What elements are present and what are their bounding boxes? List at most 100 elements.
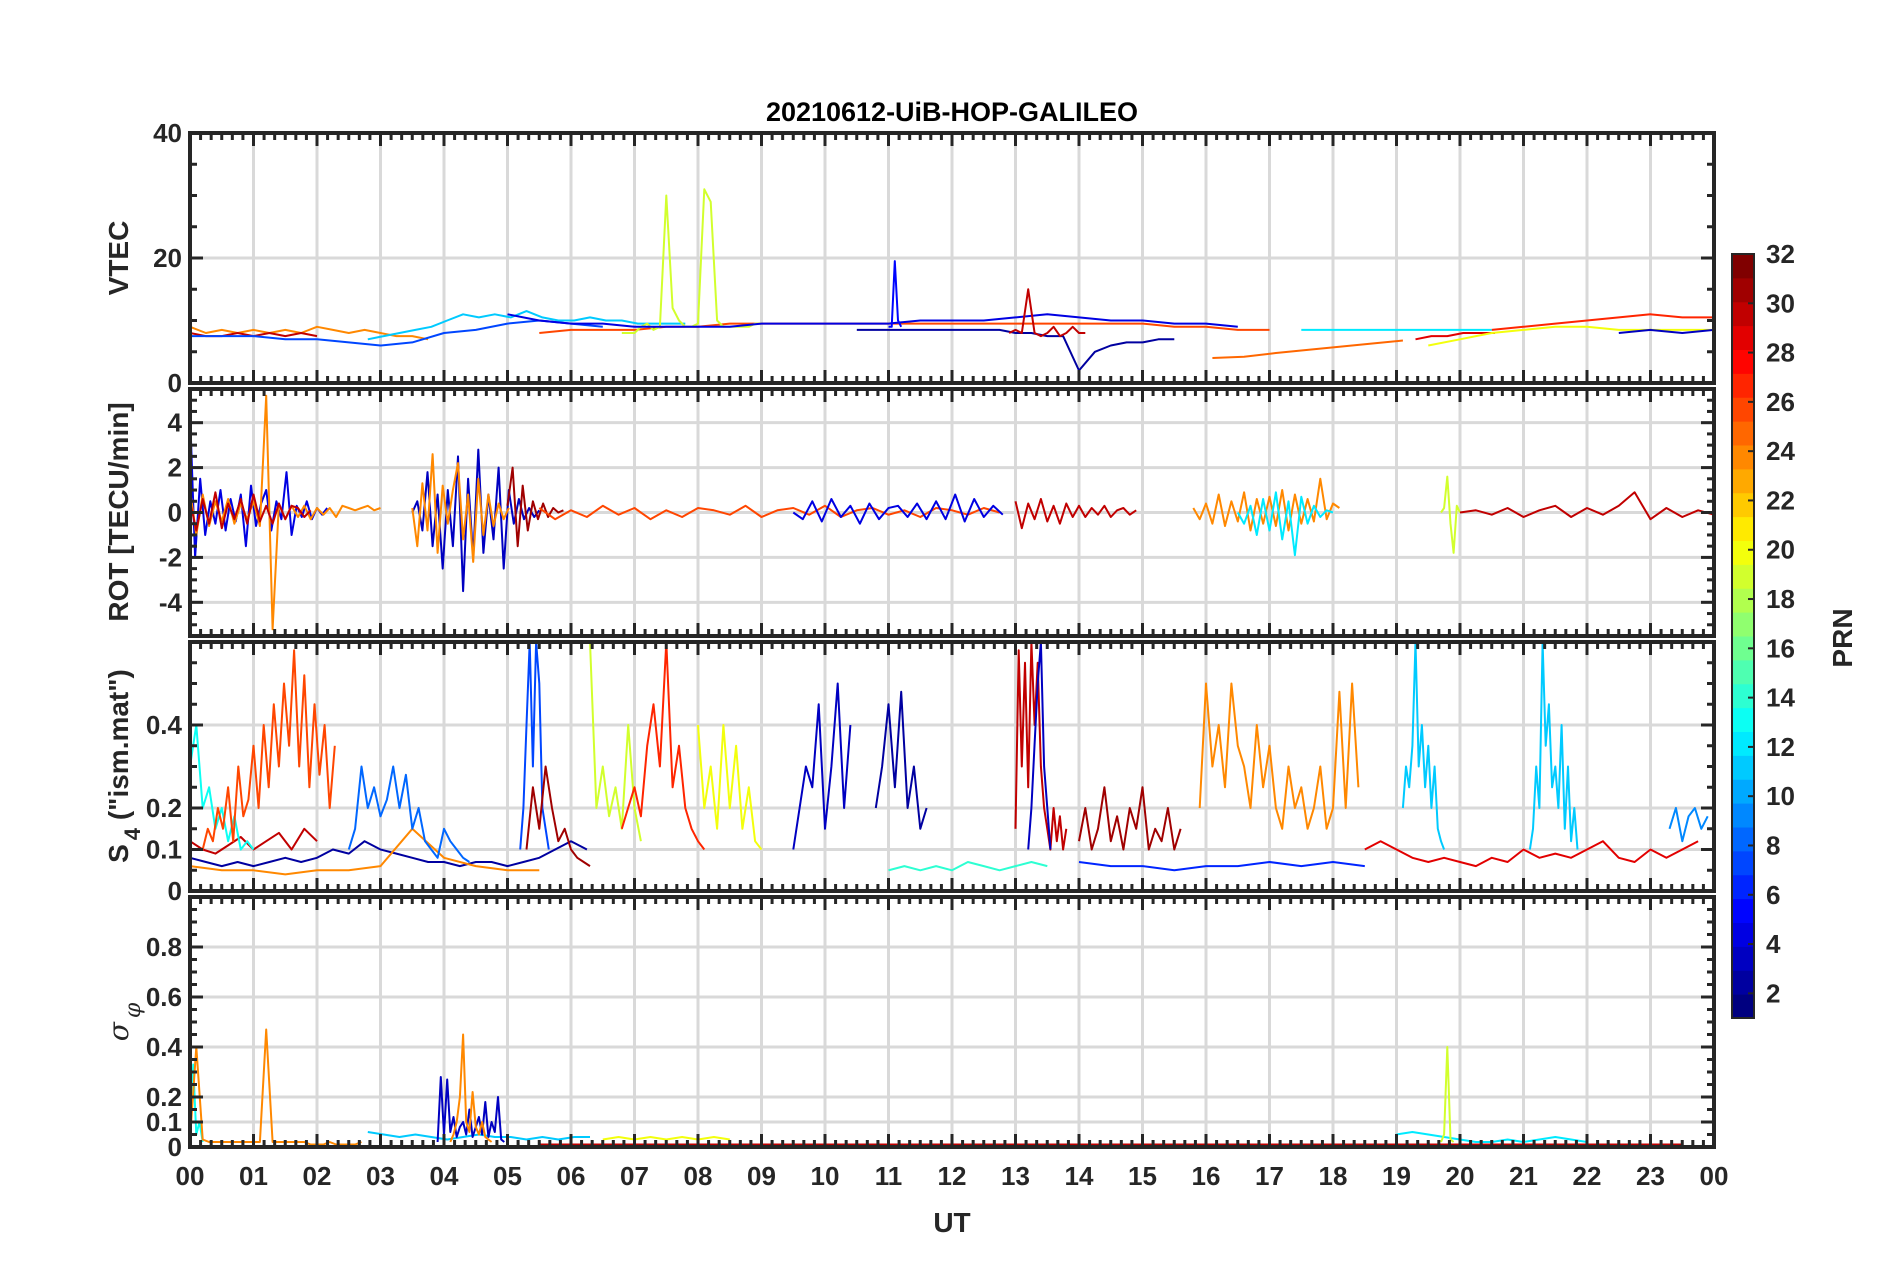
y-tick-label: 0.2 [146,1082,182,1112]
colorbar-swatch [1732,707,1754,732]
series-line-prn-30 [1459,491,1714,521]
colorbar-swatch [1732,994,1754,1019]
series-line-prn-3 [1618,328,1714,334]
series-line-prn-24 [1198,682,1360,830]
colorbar-tick-label: 6 [1766,880,1780,910]
colorbar-swatch [1732,564,1754,589]
x-tick-label: 05 [493,1161,522,1191]
series-line-prn-12 [1236,491,1334,557]
series-line-prn-30 [1014,498,1137,530]
colorbar-tick-label: 2 [1766,978,1780,1008]
grid-vtec [190,133,1714,383]
colorbar-tick-label: 14 [1766,683,1795,713]
series-line-prn-26 [201,649,336,850]
ticks-s4 [188,640,1716,893]
colorbar-swatch [1732,301,1754,327]
y-axis-label-sigma-phi: σφ [102,1002,146,1041]
colorbar-swatch [1732,659,1754,685]
series-line-prn-29 [1364,840,1699,868]
x-tick-label: 18 [1319,1161,1348,1191]
colorbar-swatch [1732,803,1754,828]
colorbar-swatch [1732,325,1754,350]
series-line-prn-31 [506,466,564,548]
panel-rot: -4 -2 0 2 4 ROT [TECU/min] [103,387,1716,638]
x-tick-label: 08 [684,1161,713,1191]
grid-s4 [190,642,1714,891]
grid-sigma-phi [190,897,1714,1147]
y-label-subscript: 4 [120,827,145,840]
x-tick-label: 01 [239,1161,268,1191]
colorbar-tick-label: 8 [1766,830,1780,860]
series-line-prn-13 [190,724,255,851]
x-tick-label: 21 [1509,1161,1538,1191]
colorbar-tick-label: 12 [1766,732,1795,762]
colorbar-swatch [1732,850,1754,876]
series-line-prn-20 [697,724,763,851]
series-line-prn-11 [1528,642,1579,850]
colorbar-swatch [1732,397,1754,422]
colorbar-swatch [1732,421,1754,446]
colorbar-swatch [1732,827,1754,852]
ticks-rot [188,387,1716,638]
colorbar-swatch [1732,254,1754,279]
colorbar-swatch [1732,636,1754,661]
series-line-prn-3 [792,682,852,850]
y-label-main: ROT [TECU/min] [103,402,134,621]
colorbar-tick-label: 20 [1766,535,1795,565]
series-vtec [190,188,1714,372]
series-line-prn-24 [411,453,510,563]
colorbar-swatch [1732,588,1754,613]
series-line-prn-30 [1014,642,1068,851]
y-tick-label: 2 [168,453,182,483]
y-tick-label: 0.4 [146,710,183,740]
colorbar-swatch [1732,922,1754,947]
series-line-prn-7 [519,642,550,850]
series-line-prn-26 [538,504,1000,521]
series-line-prn-27 [620,642,706,851]
colorbar-swatch [1732,755,1754,780]
colorbar-tick-label: 18 [1766,584,1795,614]
ticks-vtec [188,131,1716,385]
colorbar-swatch [1732,970,1754,995]
x-tick-label: 06 [557,1161,586,1191]
series-line-prn-31 [525,765,591,867]
x-tick-label: 00 [1700,1161,1729,1191]
x-tick-label: 15 [1128,1161,1157,1191]
x-tick-labels: 00 01 02 03 04 05 06 07 08 09 10 11 12 13 14 15 16 17 18 19… [176,1161,1729,1191]
colorbar-swatch [1732,898,1754,923]
colorbar-swatch [1732,492,1754,518]
colorbar-tick-label: 10 [1766,781,1795,811]
colorbar-swatch [1732,445,1754,470]
series-line-prn-6 [1078,861,1365,872]
x-tick-label: 04 [430,1161,459,1191]
y-tick-label: 40 [153,118,182,148]
series-line-prn-14 [888,861,1048,872]
x-tick-label: 23 [1636,1161,1665,1191]
colorbar-tick-label: 22 [1766,485,1795,515]
series-line-prn-19 [1440,475,1461,554]
series-line-prn-30 [190,491,312,532]
y-axis-label-vtec: VTEC [103,221,134,296]
colorbar-tick-label: 16 [1766,633,1795,663]
colorbar-swatch [1732,468,1754,494]
series-line-prn-25 [1212,339,1403,359]
x-tick-label: 14 [1065,1161,1094,1191]
series-line-prn-2 [190,840,588,868]
colorbar-swatch [1732,731,1754,756]
series-line-prn-11 [1401,642,1446,850]
series-line-prn-27 [1491,313,1714,331]
series-line-prn-31 [1078,786,1182,851]
colorbar-swatch [1732,779,1754,804]
colorbar-tick-label: 26 [1766,387,1795,417]
series-line-prn-7 [190,319,603,347]
series-line-prn-8 [347,765,470,863]
x-tick-label: 02 [303,1161,332,1191]
x-tick-label: 03 [366,1161,395,1191]
series-line-prn-5 [888,260,903,328]
colorbar-swatch [1732,516,1754,541]
series-line-prn-19 [589,642,642,842]
y-tick-label: 0.1 [146,1107,182,1137]
series-line-prn-24 [449,1033,493,1143]
